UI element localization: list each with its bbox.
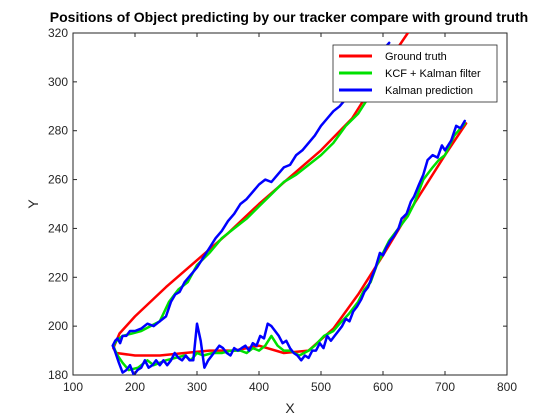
series-line-3: [111, 41, 467, 375]
x-tick-label: 800: [497, 380, 517, 394]
y-tick-label: 200: [48, 319, 68, 333]
x-tick-label: 200: [125, 380, 145, 394]
x-tick-label: 400: [249, 380, 269, 394]
legend-label-3: Kalman prediction: [385, 85, 473, 97]
x-axis-label: X: [285, 400, 295, 416]
x-tick-label: 500: [311, 380, 331, 394]
x-axis-ticks: 100 200 300 400 500 600 700 800: [63, 33, 517, 394]
legend: Ground truth KCF + Kalman filter Kalman pr…: [332, 44, 498, 103]
legend-label-2: KCF + Kalman filter: [385, 68, 481, 80]
legend-label-1: Ground truth: [385, 51, 447, 63]
y-tick-label: 300: [48, 75, 68, 89]
y-tick-label: 240: [48, 221, 68, 235]
x-tick-label: 300: [187, 380, 207, 394]
chart-title: Positions of Object predicting by our tr…: [50, 9, 528, 25]
y-tick-label: 320: [48, 26, 68, 40]
y-tick-label: 280: [48, 124, 68, 138]
y-axis-ticks: 180 200 220 240 260 280 300 320: [48, 26, 507, 382]
x-tick-label: 100: [63, 380, 83, 394]
y-tick-label: 180: [48, 368, 68, 382]
x-tick-label: 700: [435, 380, 455, 394]
series-layer: [111, 33, 468, 375]
y-tick-label: 220: [48, 270, 68, 284]
y-axis-label: Y: [25, 199, 41, 209]
y-tick-label: 260: [48, 173, 68, 187]
x-tick-label: 600: [373, 380, 393, 394]
